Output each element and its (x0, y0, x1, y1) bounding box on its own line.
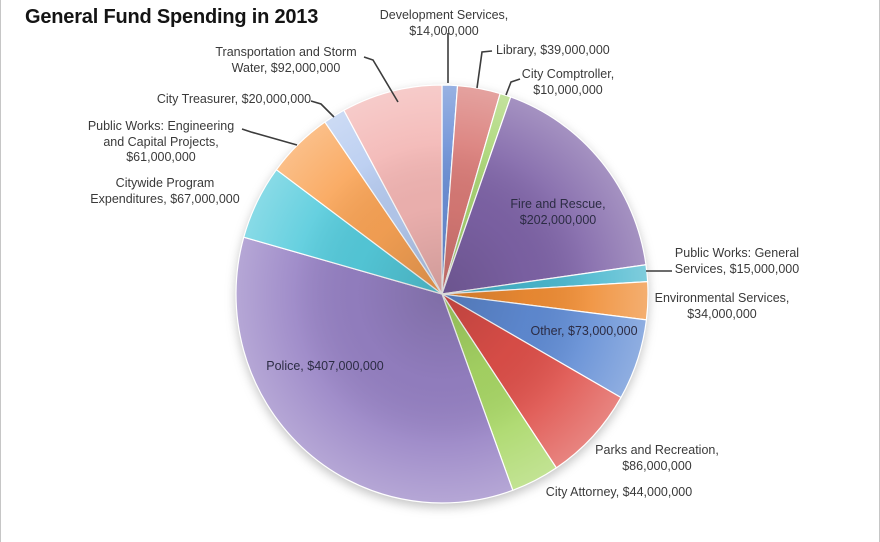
pie-label-police: Police, $407,000,000 (266, 359, 383, 375)
pie-label-line: $86,000,000 (622, 458, 692, 473)
pie-label-line: Transportation and Storm (215, 45, 357, 59)
pie-label-line: $202,000,000 (519, 212, 597, 227)
pie-label-line: Police, $407,000,000 (266, 359, 384, 373)
pie-label-line: Other, $73,000,000 (530, 324, 638, 338)
pie-label-line: Library, $39,000,000 (496, 43, 610, 57)
pie-label-line: Citywide Program (115, 176, 215, 190)
leader-line-transportation-storm-water (363, 56, 399, 103)
pie-label-line: and Capital Projects, (103, 134, 219, 149)
leader-line-library (476, 50, 493, 89)
pie-label-line: City Attorney, $44,000,000 (545, 485, 693, 499)
leader-line-city-treasurer (310, 100, 335, 118)
pie-label-other: Other, $73,000,000 (530, 324, 637, 340)
pie-label-line: City Treasurer, $20,000,000 (156, 92, 312, 106)
chart-title: General Fund Spending in 2013 (25, 6, 319, 28)
pie-label-line: Public Works: Engineering (87, 119, 235, 133)
pie-label-development-services: Development Services, $14,000,000 (380, 8, 509, 39)
pie-label-line: Environmental Services, (654, 291, 790, 305)
pie-label-line: $10,000,000 (533, 82, 603, 97)
pie-label-line: Water, $92,000,000 (231, 60, 341, 75)
pie-label-transportation-storm-water: Transportation and Storm Water, $92,000,0… (215, 45, 356, 76)
pie-label-public-works-general-services: Public Works: General Services, $15,000,0… (675, 246, 799, 277)
pie-label-line: $34,000,000 (687, 306, 757, 321)
pie-label-line: Parks and Recreation, (595, 443, 719, 457)
pie-label-library: Library, $39,000,000 (496, 43, 610, 59)
pie-label-city-attorney: City Attorney, $44,000,000 (546, 485, 692, 501)
pie-label-city-treasurer: City Treasurer, $20,000,000 (157, 92, 311, 108)
pie-label-line: Fire and Rescue, (510, 197, 606, 211)
pie-label-line: Expenditures, $67,000,000 (90, 191, 240, 206)
leader-line-public-works-engineering (241, 128, 298, 146)
pie-label-line: $14,000,000 (409, 23, 479, 38)
pie-label-line: Public Works: General (674, 246, 800, 260)
pie-label-city-comptroller: City Comptroller, $10,000,000 (522, 67, 614, 98)
pie-label-line: Services, $15,000,000 (674, 261, 800, 276)
pie-label-parks-and-recreation: Parks and Recreation, $86,000,000 (595, 443, 719, 474)
pie-label-environmental-services: Environmental Services, $34,000,000 (655, 291, 790, 322)
pie-label-citywide-program-expenditures: Citywide Program Expenditures, $67,000,00… (90, 176, 239, 207)
pie-label-public-works-engineering: Public Works: Engineering and Capital Pro… (88, 119, 234, 166)
pie-label-line: City Comptroller, (521, 67, 615, 81)
leader-line-city-comptroller (505, 78, 521, 96)
pie-label-line: Development Services, (379, 8, 509, 22)
pie-label-fire-and-rescue: Fire and Rescue, $202,000,000 (510, 197, 605, 228)
pie-label-line: $61,000,000 (126, 150, 196, 164)
